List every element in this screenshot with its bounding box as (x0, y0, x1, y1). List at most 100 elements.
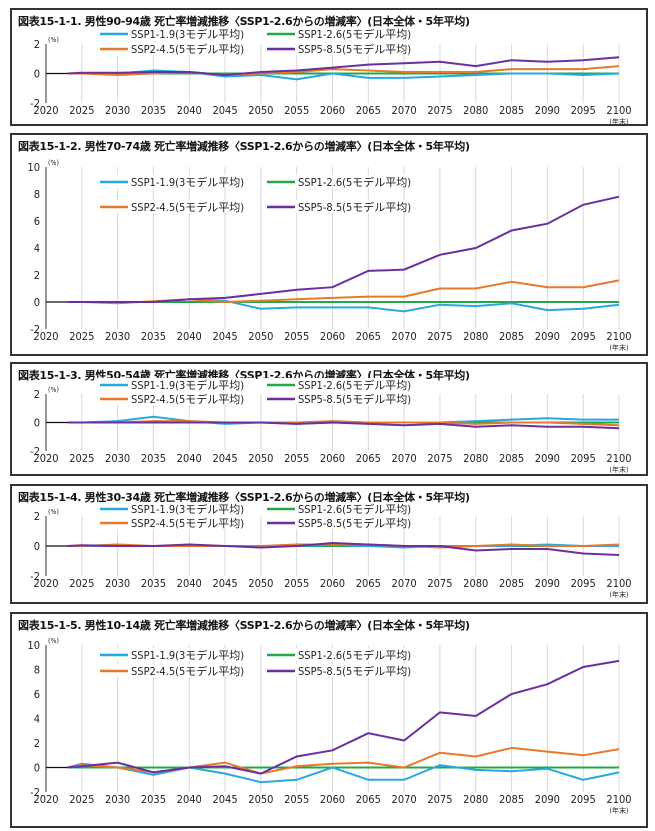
x-tick-label: 2030 (105, 330, 130, 343)
y-tick-label: 0 (34, 296, 40, 309)
legend-label: SSP5-8.5(5モデル平均) (298, 664, 411, 678)
x-tick-label: 2060 (320, 452, 345, 465)
x-tick-label: 2055 (284, 104, 309, 117)
y-tick-label: 4 (34, 713, 40, 726)
legend-label: SSP2-4.5(5モデル平均) (131, 664, 244, 678)
x-tick-label: 2045 (212, 104, 237, 117)
y-tick-label: 0 (34, 417, 40, 430)
x-tick-label: 2090 (535, 452, 560, 465)
x-tick-label: 2050 (248, 577, 273, 590)
legend-label: SSP1-2.6(5モデル平均) (298, 175, 411, 189)
y-tick-label: 2 (34, 737, 40, 750)
x-tick-label: 2020 (33, 330, 58, 343)
series-line-ssp5-85 (67, 195, 620, 303)
legend-bg (96, 664, 256, 677)
x-tick-label: 2075 (427, 793, 452, 806)
chart-panel-4: 図表15-1-4. 男性30-34歳 死亡率増減推移〈SSP1-2.6からの増減… (10, 484, 648, 604)
x-tick-label: 2025 (69, 452, 94, 465)
line-chart: 2020 2025 2030 2035 2040 2045 2050 2055 2060 2065… (27, 637, 631, 815)
y-tick-label: 2 (34, 510, 40, 523)
x-unit-label: (年末) (610, 117, 629, 124)
y-tick-label: -2 (30, 570, 40, 583)
x-tick-label: 2090 (535, 793, 560, 806)
line-chart: 2020 2025 2030 2035 2040 2045 2050 2055 2060 2065… (30, 378, 632, 474)
x-tick-label: 2045 (212, 793, 237, 806)
y-tick-label: 4 (34, 242, 40, 255)
legend-label: SSP2-4.5(5モデル平均) (131, 200, 244, 214)
legend-bg (263, 648, 423, 661)
x-tick-label: 2045 (212, 577, 237, 590)
y-unit-label: (%) (48, 36, 59, 44)
legend-bg (96, 27, 256, 40)
x-tick-label: 2020 (33, 577, 58, 590)
x-tick-label: 2055 (284, 793, 309, 806)
x-tick-label: 2030 (105, 577, 130, 590)
x-tick-label: 2020 (33, 452, 58, 465)
x-tick-label: 2020 (33, 104, 58, 117)
y-tick-label: 6 (34, 688, 40, 701)
legend-bg (263, 175, 423, 188)
y-tick-label: -2 (30, 445, 40, 458)
x-tick-label: 2075 (427, 577, 452, 590)
x-tick-label: 2085 (499, 452, 524, 465)
line-chart: 2020 2025 2030 2035 2040 2045 2050 2055 2060 2065… (30, 502, 632, 599)
x-tick-label: 2065 (356, 330, 381, 343)
legend-bg (263, 392, 423, 405)
series-line-ssp1-19 (67, 762, 620, 784)
chart-panel-1: 図表15-1-1. 男性90-94歳 死亡率増減推移〈SSP1-2.6からの増減… (10, 8, 648, 126)
legend-bg (96, 378, 256, 391)
x-tick-label: 2045 (212, 452, 237, 465)
y-tick-label: 2 (34, 38, 40, 51)
x-tick-label: 2060 (320, 330, 345, 343)
x-tick-label: 2100 (606, 793, 631, 806)
legend-label: SSP1-1.9(3モデル平均) (131, 648, 244, 662)
legend-bg (96, 502, 256, 515)
x-tick-label: 2075 (427, 452, 452, 465)
series-line-ssp2-45 (67, 279, 620, 305)
x-tick-label: 2030 (105, 452, 130, 465)
series-line-ssp5-85 (67, 421, 620, 430)
x-tick-label: 2060 (320, 793, 345, 806)
x-tick-label: 2065 (356, 793, 381, 806)
x-tick-label: 2095 (571, 793, 596, 806)
chart-title: 図表15-1-1. 男性90-94歳 死亡率増減推移〈SSP1-2.6からの増減… (18, 15, 470, 28)
x-tick-label: 2080 (463, 793, 488, 806)
legend-label: SSP5-8.5(5モデル平均) (298, 200, 411, 214)
x-tick-label: 2040 (177, 577, 202, 590)
legend-label: SSP1-2.6(5モデル平均) (298, 648, 411, 662)
y-tick-label: -2 (30, 97, 40, 110)
legend-bg (263, 378, 423, 391)
x-tick-label: 2100 (606, 452, 631, 465)
x-tick-label: 2055 (284, 452, 309, 465)
legend-bg (96, 42, 256, 55)
x-tick-label: 2095 (571, 330, 596, 343)
chart-title: 図表15-1-4. 男性30-34歳 死亡率増減推移〈SSP1-2.6からの増減… (18, 491, 470, 504)
y-tick-label: 2 (34, 388, 40, 401)
y-unit-label: (%) (48, 159, 59, 167)
x-unit-label: (年末) (610, 806, 629, 815)
x-tick-label: 2040 (177, 793, 202, 806)
series-line-ssp5-85 (67, 56, 620, 77)
legend-label: SSP1-1.9(3モデル平均) (131, 502, 244, 516)
x-tick-label: 2040 (177, 330, 202, 343)
y-tick-label: 8 (34, 664, 40, 677)
x-tick-label: 2035 (141, 452, 166, 465)
x-tick-label: 2020 (33, 793, 58, 806)
x-tick-label: 2035 (141, 330, 166, 343)
y-tick-label: 0 (34, 540, 40, 553)
chart-panel-3: 図表15-1-3. 男性50-54歳 死亡率増減推移〈SSP1-2.6からの増減… (10, 362, 648, 476)
x-tick-label: 2080 (463, 452, 488, 465)
legend-label: SSP1-2.6(5モデル平均) (298, 378, 411, 392)
legend-label: SSP5-8.5(5モデル平均) (298, 392, 411, 406)
x-tick-label: 2025 (69, 793, 94, 806)
x-tick-label: 2080 (463, 104, 488, 117)
x-tick-label: 2025 (69, 104, 94, 117)
x-tick-label: 2050 (248, 793, 273, 806)
x-tick-label: 2075 (427, 104, 452, 117)
x-tick-label: 2095 (571, 577, 596, 590)
x-tick-label: 2075 (427, 330, 452, 343)
x-tick-label: 2070 (392, 793, 417, 806)
x-tick-label: 2095 (571, 452, 596, 465)
x-tick-label: 2090 (535, 330, 560, 343)
legend-bg (96, 648, 256, 661)
